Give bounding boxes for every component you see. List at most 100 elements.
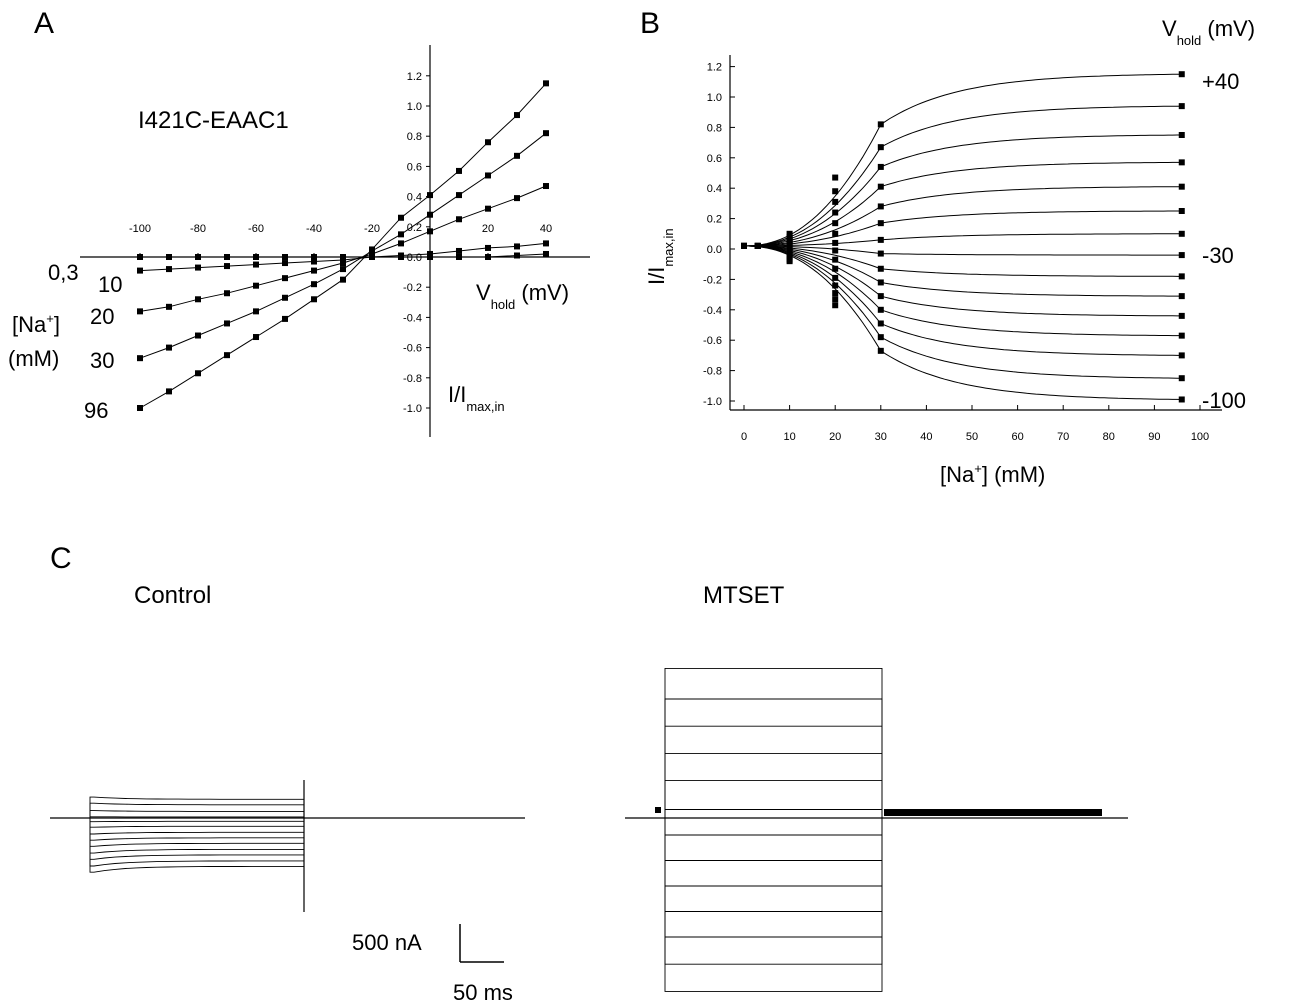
a-data-point [137,254,143,260]
panel-a-legend-unit: (mM) [8,346,59,371]
b-x-tick-label: 50 [966,431,978,443]
b-series-line [744,245,1182,277]
b-series-line [744,233,1182,247]
b-data-point [832,220,839,227]
a-data-point [195,332,201,339]
b-data-point [832,282,839,289]
a-data-point [166,266,172,273]
a-data-point [253,282,259,289]
a-data-point [427,211,433,218]
b-data-point [877,250,884,257]
c-current-trace [89,817,525,854]
scale-time-label: 50 ms [453,980,513,1005]
panel-a-x-axis-label: Vhold (mV) [476,280,569,312]
a-data-point [282,260,288,267]
b-data-point [786,241,793,248]
b-data-point [1178,208,1185,214]
a-data-point [282,294,288,301]
panel-b-axes: 1.2 1.0 0.8 0.6 0.4 0.2 0.0 -0.2 -0.4 -0.6 -0.8 -1.… [703,55,1222,443]
b-series-line [744,245,1182,356]
a-data-point [224,352,230,359]
b-data-point [832,198,839,205]
b-x-tick-label: 70 [1057,431,1069,443]
b-series-line [744,245,1182,337]
b-data-point [877,163,884,170]
panel-b-letter: B [640,7,660,40]
b-data-point [1178,396,1185,403]
a-data-point [340,254,346,260]
b-data-point [877,203,884,210]
b-data-point [877,347,884,354]
c-current-trace [664,698,1128,819]
a-data-point [311,254,317,260]
c-current-trace [664,780,1128,819]
b-y-tick-label: 0.0 [707,244,722,256]
a-data-point [137,355,143,362]
a-data-point [398,231,404,238]
a-data-point [369,254,375,260]
b-side-label: -30 [1202,243,1234,268]
c-current-trace [89,817,525,835]
b-y-tick-label: 0.4 [707,183,722,195]
a-data-point [514,112,520,119]
panel-a-construct-label: I421C-EAAC1 [138,107,289,134]
b-data-point [832,230,839,237]
b-data-point [1178,103,1185,110]
a-y-tick-label: -0.8 [403,373,422,385]
panel-c-control-traces [50,780,525,912]
a-y-tick-label: -0.4 [403,312,422,324]
b-data-point [832,239,839,246]
scale-current-label: 500 nA [352,930,422,955]
b-data-point [1178,183,1185,190]
a-data-point [543,250,549,257]
b-data-point [877,220,884,227]
a-data-point [137,405,143,411]
a-data-point [311,258,317,265]
a-data-point [340,257,346,264]
a-data-point [253,261,259,268]
a-data-point [340,276,346,283]
a-data-point [456,192,462,199]
a-data-point [485,205,491,212]
b-data-point [832,290,839,297]
a-data-point [485,244,491,251]
a-data-point [253,334,259,341]
c-mtset-start-marker [655,807,661,813]
a-data-point [311,267,317,274]
a-data-point [398,214,404,221]
c-current-trace [89,796,525,819]
panel-a-series-labels: 0,3 10 20 30 96 [48,260,122,423]
a-y-tick-label: -1.0 [403,403,422,415]
a-data-point [195,254,201,260]
a-data-point [224,254,230,260]
b-y-tick-label: 0.6 [707,153,722,165]
a-data-point [514,195,520,202]
a-data-point [456,254,462,260]
b-series-line [743,105,1182,247]
b-series-line [744,245,1182,317]
a-data-point [253,254,259,260]
b-data-point [741,242,747,249]
b-data-point [877,320,884,327]
a-data-point [253,308,259,315]
a-data-point [195,296,201,303]
a-data-point [195,370,201,377]
b-series-line [744,245,1182,379]
b-data-point [1178,312,1185,319]
a-data-point [456,216,462,223]
b-x-tick-label: 60 [1011,431,1023,443]
b-data-point [1178,352,1185,359]
c-current-trace [664,667,1128,819]
a-data-point [427,192,433,199]
a-data-point [427,254,433,260]
a-data-point [282,254,288,260]
b-data-point [1178,252,1185,259]
b-y-tick-label: -0.8 [703,366,722,378]
panel-c-control-label: Control [134,582,211,609]
b-data-point [832,247,839,254]
a-x-tick-label: -40 [306,223,322,235]
a-data-point [369,250,375,257]
b-y-tick-label: 1.2 [707,62,722,74]
c-current-trace [664,817,1128,938]
b-data-point [877,293,884,300]
